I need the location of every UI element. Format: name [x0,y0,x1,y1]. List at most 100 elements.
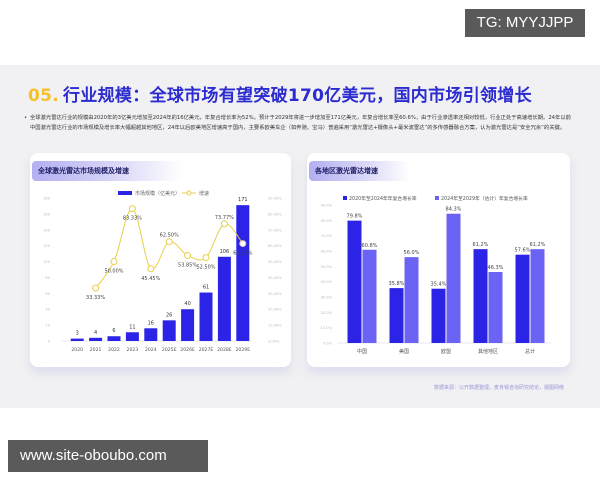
svg-text:90.0%: 90.0% [321,204,333,208]
svg-text:73.77%: 73.77% [215,215,234,221]
svg-text:26: 26 [166,312,172,318]
bar [488,272,503,343]
svg-text:60.8%: 60.8% [362,243,378,249]
x-tick-label: 2025E [162,347,177,353]
svg-text:70.00%: 70.00% [268,228,282,232]
svg-text:11: 11 [129,324,135,330]
global-market-card: 全球激光雷达市场规模及增速 市场规模（亿美元） 增速 0 20 40 60 80 100 120… [30,153,291,367]
svg-text:20.00%: 20.00% [268,308,282,312]
watermark-top: TG: MYYJJPP [465,9,585,37]
svg-text:61.2%: 61.2% [473,242,489,248]
svg-text:10.0%: 10.0% [321,326,333,330]
bullet-icon: • [24,115,28,121]
bar [236,205,250,341]
svg-text:100: 100 [43,260,51,264]
bar [107,336,121,341]
svg-text:171: 171 [238,197,248,203]
svg-text:6: 6 [112,328,115,334]
svg-text:160: 160 [43,212,51,216]
svg-text:20.0%: 20.0% [321,311,333,315]
svg-text:35.4%: 35.4% [431,282,447,288]
bar [70,338,84,341]
svg-text:79.8%: 79.8% [347,214,363,220]
svg-text:52.50%: 52.50% [196,265,215,271]
watermark-bottom: www.site-oboubo.com [8,440,208,472]
svg-text:45.45%: 45.45% [141,276,160,282]
x-tick-label: 欧盟 [441,348,451,355]
bar [431,288,446,343]
svg-text:50.00%: 50.00% [268,260,282,264]
x-tick-label: 其他地区 [478,348,498,355]
x-tick-label: 总计 [525,348,535,355]
svg-text:40: 40 [184,301,190,307]
svg-text:0: 0 [48,340,51,344]
x-tick-label: 2029E [236,347,251,353]
data-source: 数据来源：公开数据整理，麦肯锡咨询研究结论，摄图网络 [433,385,564,391]
svg-text:10.00%: 10.00% [268,324,282,328]
svg-text:30.00%: 30.00% [268,292,282,296]
svg-text:35.8%: 35.8% [389,281,405,287]
x-tick-label: 中国 [357,348,367,355]
x-tick-label: 2026E [180,347,195,353]
svg-text:120: 120 [43,244,51,248]
svg-text:62.50%: 62.50% [160,233,179,239]
svg-text:16: 16 [148,320,154,326]
bar [515,254,530,343]
svg-text:3: 3 [76,331,79,337]
svg-text:2020年至2024年年复合增长率: 2020年至2024年年复合增长率 [349,195,417,202]
svg-text:61.32%: 61.32% [233,251,252,257]
section-number: 05. [28,86,60,106]
svg-text:57.6%: 57.6% [515,248,531,254]
global-market-chart: 市场规模（亿美元） 增速 0 20 40 60 80 100 120 140 160 180 0.00%… [43,190,282,353]
regional-growth-chart: 2020年至2024年年复合增长率 2024年至2029年（估计）年复合增长率 0.… [321,195,551,355]
chart-legend: 市场规模（亿美元） 增速 [118,190,209,197]
svg-text:50.0%: 50.0% [321,265,333,269]
bar [89,337,103,341]
svg-text:0.0%: 0.0% [323,342,333,346]
svg-text:140: 140 [43,228,51,232]
bar [162,320,176,341]
svg-text:53.85%: 53.85% [178,262,197,268]
x-tick-label: 美国 [399,348,409,355]
svg-text:40: 40 [45,308,50,312]
slide-panel: 05. 行业规模：全球市场有望突破170亿美元，国内市场引领增长 • 全球激光雷达… [0,65,600,408]
svg-text:60.00%: 60.00% [268,244,282,248]
page-title: 05. 行业规模：全球市场有望突破170亿美元，国内市场引领增长 [28,81,532,106]
bar [530,249,545,343]
card-title: 各地区激光雷达增速 [309,161,409,181]
svg-text:90.00%: 90.00% [268,197,282,201]
chart-legend: 2020年至2024年年复合增长率 2024年至2029年（估计）年复合增长率 [343,195,528,202]
description-text: 全球激光雷达行业的规模由2020年的3亿美元增加至2024年的16亿美元，年复合… [30,115,571,131]
x-tick-label: 2027E [199,347,214,353]
svg-text:84.3%: 84.3% [446,207,462,213]
bar [217,256,231,341]
x-tick-label: 2020 [71,347,83,353]
svg-text:市场规模（亿美元）: 市场规模（亿美元） [135,190,180,197]
svg-text:60: 60 [45,292,50,296]
bar [404,257,419,343]
svg-text:61: 61 [203,285,209,291]
svg-text:80.00%: 80.00% [268,212,282,216]
svg-text:60.0%: 60.0% [321,250,333,254]
svg-text:30.0%: 30.0% [321,296,333,300]
bar [125,332,139,341]
bar [199,292,213,341]
bar [181,309,195,341]
svg-text:83.33%: 83.33% [123,216,142,222]
svg-text:33.33%: 33.33% [86,295,105,301]
svg-text:61.2%: 61.2% [530,242,546,248]
svg-text:180: 180 [43,197,51,201]
bar [362,249,377,343]
svg-text:56.0%: 56.0% [404,250,420,256]
bar [389,288,404,343]
svg-text:增速: 增速 [199,190,209,197]
x-tick-label: 2021 [90,347,102,353]
svg-text:46.3%: 46.3% [488,265,504,271]
bar [473,249,488,343]
bar [347,220,362,343]
description: • 全球激光雷达行业的规模由2020年的3亿美元增加至2024年的16亿美元，年… [24,113,575,133]
svg-text:2024年至2029年（估计）年复合增长率: 2024年至2029年（估计）年复合增长率 [441,195,528,202]
card-title: 全球激光雷达市场规模及增速 [32,161,182,181]
regional-growth-card: 各地区激光雷达增速 2020年至2024年年复合增长率 2024年至2029年（估… [307,153,570,367]
svg-text:50.00%: 50.00% [104,269,123,275]
